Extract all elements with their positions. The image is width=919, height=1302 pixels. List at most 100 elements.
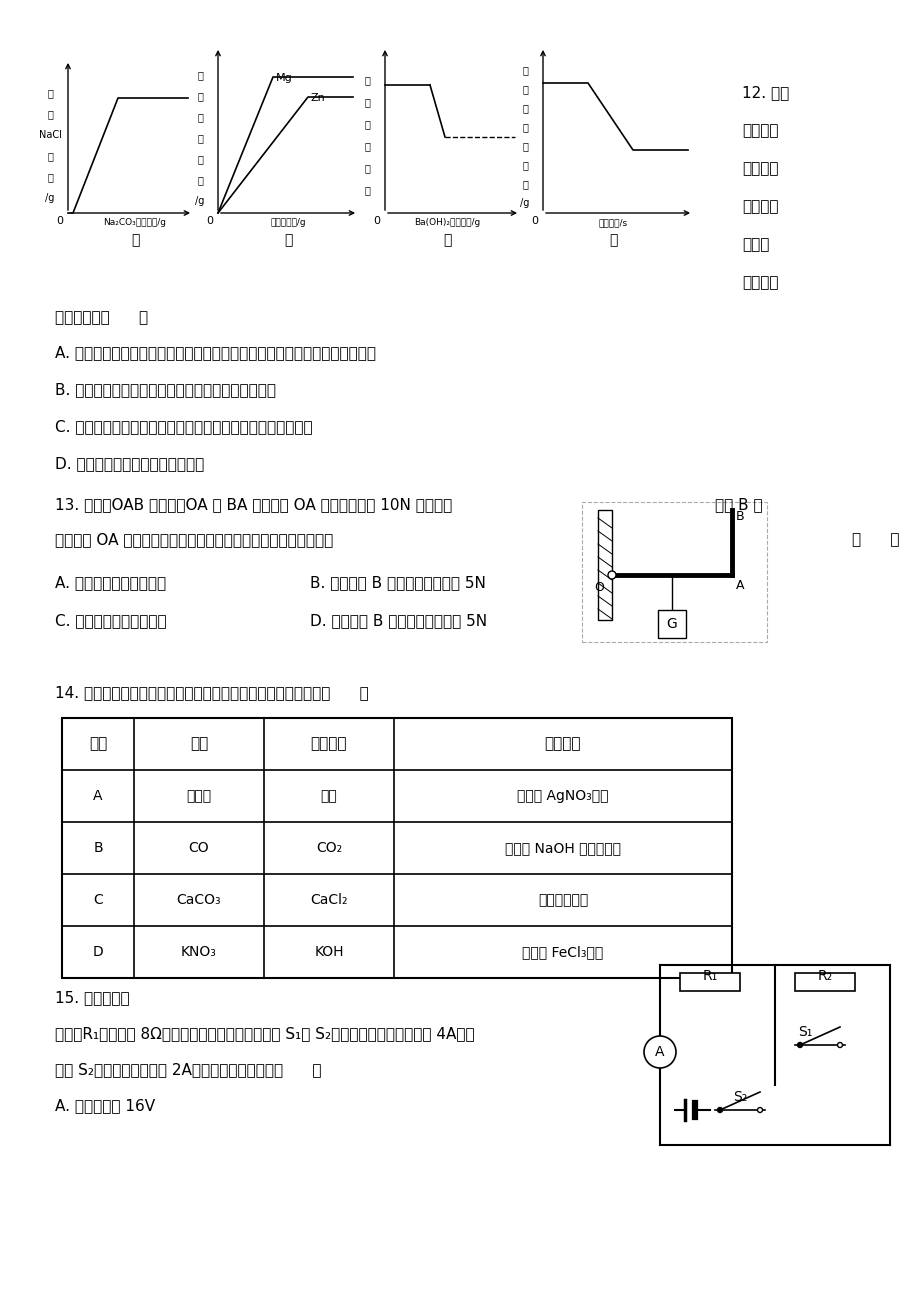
Text: 体: 体 bbox=[521, 122, 528, 132]
Text: B: B bbox=[735, 510, 743, 523]
Text: 余: 余 bbox=[521, 85, 528, 94]
Text: 适量的 AgNO₃溶液: 适量的 AgNO₃溶液 bbox=[516, 789, 608, 803]
Text: 除杂试剂: 除杂试剂 bbox=[544, 737, 581, 751]
Text: 不正确的是（      ）: 不正确的是（ ） bbox=[55, 310, 148, 326]
Text: 量: 量 bbox=[47, 172, 53, 182]
Text: 盐酸: 盐酸 bbox=[321, 789, 337, 803]
Text: C. 该杠杆一定是费力杠杆: C. 该杠杆一定是费力杠杆 bbox=[55, 613, 166, 628]
Text: B. 作用点在 B 点的最小动力小于 5N: B. 作用点在 B 点的最小动力小于 5N bbox=[310, 575, 485, 590]
Bar bbox=[582, 503, 766, 642]
Text: 固: 固 bbox=[521, 103, 528, 113]
Text: 路中，R₁的阻值为 8Ω，电源电压保持不变，当开关 S₁和 S₂都闭合时，电流表示数为 4A；只: 路中，R₁的阻值为 8Ω，电源电压保持不变，当开关 S₁和 S₂都闭合时，电流表… bbox=[55, 1026, 474, 1042]
Text: 丁: 丁 bbox=[608, 233, 617, 247]
Text: 甲: 甲 bbox=[130, 233, 139, 247]
Text: R₂: R₂ bbox=[817, 969, 832, 983]
Text: 的: 的 bbox=[197, 133, 203, 143]
Text: NaCl: NaCl bbox=[39, 130, 62, 141]
Text: 稀硫酸: 稀硫酸 bbox=[187, 789, 211, 803]
Text: /g: /g bbox=[520, 198, 529, 208]
Text: 溶: 溶 bbox=[364, 76, 369, 85]
Text: 量: 量 bbox=[364, 141, 369, 151]
Text: 适量的 FeCl₃溶液: 适量的 FeCl₃溶液 bbox=[522, 945, 603, 960]
Text: A. 电源电压为 16V: A. 电源电压为 16V bbox=[55, 1098, 155, 1113]
Text: 成: 成 bbox=[197, 91, 203, 102]
Text: 所含杂质: 所含杂质 bbox=[311, 737, 346, 751]
Text: 丙: 丙 bbox=[442, 233, 450, 247]
Text: Zn: Zn bbox=[311, 92, 325, 103]
Text: CaCl₂: CaCl₂ bbox=[310, 893, 347, 907]
Text: 的动力使 OA 在水平位置保持静止（杠杆重力及摩擦均不计），则: 的动力使 OA 在水平位置保持静止（杠杆重力及摩擦均不计），则 bbox=[55, 533, 333, 547]
Text: A. 甲表示向一定质量的盐酸和氯化钙的混合溶液中逐滴加入碳酸钠溶液至过量: A. 甲表示向一定质量的盐酸和氯化钙的混合溶液中逐滴加入碳酸钠溶液至过量 bbox=[55, 345, 376, 359]
Text: /g: /g bbox=[195, 197, 204, 206]
Circle shape bbox=[797, 1043, 801, 1048]
Circle shape bbox=[717, 1108, 721, 1112]
Text: A: A bbox=[735, 579, 743, 592]
Text: 量: 量 bbox=[197, 174, 203, 185]
Text: 分: 分 bbox=[364, 163, 369, 173]
Text: 量: 量 bbox=[521, 178, 528, 189]
Text: 0: 0 bbox=[372, 216, 380, 227]
Text: 适量的稀盐酸: 适量的稀盐酸 bbox=[538, 893, 587, 907]
Text: 剩: 剩 bbox=[521, 65, 528, 76]
Text: 生: 生 bbox=[47, 89, 53, 98]
Text: 加在 B 点: 加在 B 点 bbox=[714, 497, 762, 512]
Text: 13. 如图，OAB 是杠杆，OA 与 BA 垂直，在 OA 的中点挂一个 10N 的重物，: 13. 如图，OAB 是杠杆，OA 与 BA 垂直，在 OA 的中点挂一个 10… bbox=[55, 497, 452, 512]
Bar bbox=[597, 510, 611, 620]
Text: Mg: Mg bbox=[276, 73, 292, 83]
Text: KNO₃: KNO₃ bbox=[181, 945, 217, 960]
Text: 质: 质 bbox=[197, 154, 203, 164]
Text: 四种实验: 四种实验 bbox=[742, 199, 777, 214]
Text: 14. 除去以下物质中的少量杂质，所用试剂及方法正确的选项是（      ）: 14. 除去以下物质中的少量杂质，所用试剂及方法正确的选项是（ ） bbox=[55, 685, 369, 700]
Text: 0: 0 bbox=[56, 216, 62, 227]
Text: 生: 生 bbox=[197, 70, 203, 79]
Text: 过量的 NaOH 溶液，干燥: 过量的 NaOH 溶液，干燥 bbox=[505, 841, 620, 855]
Circle shape bbox=[643, 1036, 675, 1068]
Text: D. 丁表示加热一定质量的高锰酸钾: D. 丁表示加热一定质量的高锰酸钾 bbox=[55, 456, 204, 471]
Text: 物质: 物质 bbox=[189, 737, 208, 751]
Bar bbox=[679, 973, 739, 991]
Text: S₂: S₂ bbox=[732, 1090, 746, 1104]
Circle shape bbox=[756, 1108, 762, 1112]
Text: CO: CO bbox=[188, 841, 210, 855]
Text: C: C bbox=[93, 893, 103, 907]
Text: （      ）: （ ） bbox=[851, 533, 899, 547]
Text: Na₂CO₃溶液质量/g: Na₂CO₃溶液质量/g bbox=[103, 217, 166, 227]
Text: 乙: 乙 bbox=[283, 233, 292, 247]
Text: 质: 质 bbox=[521, 160, 528, 171]
Text: CaCO₃: CaCO₃ bbox=[176, 893, 221, 907]
Text: O: O bbox=[594, 581, 603, 594]
Text: 操作过: 操作过 bbox=[742, 237, 768, 253]
Text: S₁: S₁ bbox=[797, 1025, 811, 1039]
Text: 序号: 序号 bbox=[89, 737, 107, 751]
Text: C. 丙表示向一定质量的稀硫酸中逐滴加入氢氧化钡溶液至过量: C. 丙表示向一定质量的稀硫酸中逐滴加入氢氧化钡溶液至过量 bbox=[55, 419, 312, 434]
Text: A: A bbox=[93, 789, 103, 803]
Text: D: D bbox=[93, 945, 103, 960]
Bar bbox=[62, 717, 732, 978]
Text: 程，其中: 程，其中 bbox=[742, 275, 777, 290]
Text: 质: 质 bbox=[364, 98, 369, 107]
Text: Ba(OH)₂溶液质量/g: Ba(OH)₂溶液质量/g bbox=[414, 217, 480, 227]
Text: 数: 数 bbox=[364, 185, 369, 195]
Text: 盐: 盐 bbox=[197, 112, 203, 122]
Bar bbox=[657, 611, 686, 638]
Circle shape bbox=[607, 572, 616, 579]
Text: A: A bbox=[654, 1046, 664, 1059]
Text: 质: 质 bbox=[47, 151, 53, 161]
Text: B. 乙表示向等质量的镁和锌中分别滴加稀盐酸至过量: B. 乙表示向等质量的镁和锌中分别滴加稀盐酸至过量 bbox=[55, 381, 276, 397]
Text: 稀盐酸质量/g: 稀盐酸质量/g bbox=[270, 217, 305, 227]
Text: 质: 质 bbox=[364, 118, 369, 129]
Text: D. 作用点在 B 点的最小动力等于 5N: D. 作用点在 B 点的最小动力等于 5N bbox=[310, 613, 486, 628]
Text: 12. 下列: 12. 下列 bbox=[742, 85, 789, 100]
Text: 加热时间/s: 加热时间/s bbox=[597, 217, 627, 227]
Text: 0: 0 bbox=[206, 216, 213, 227]
Text: A. 该杠杆一定是省力杠杆: A. 该杠杆一定是省力杠杆 bbox=[55, 575, 166, 590]
Text: CO₂: CO₂ bbox=[315, 841, 342, 855]
Text: 的: 的 bbox=[521, 141, 528, 151]
Text: 分别对应: 分别对应 bbox=[742, 161, 777, 176]
Text: 15. 如图所示电: 15. 如图所示电 bbox=[55, 990, 130, 1005]
Text: 成: 成 bbox=[47, 109, 53, 118]
Text: R₁: R₁ bbox=[701, 969, 717, 983]
Text: 0: 0 bbox=[530, 216, 538, 227]
Text: /g: /g bbox=[45, 193, 54, 203]
Text: G: G bbox=[666, 617, 676, 631]
